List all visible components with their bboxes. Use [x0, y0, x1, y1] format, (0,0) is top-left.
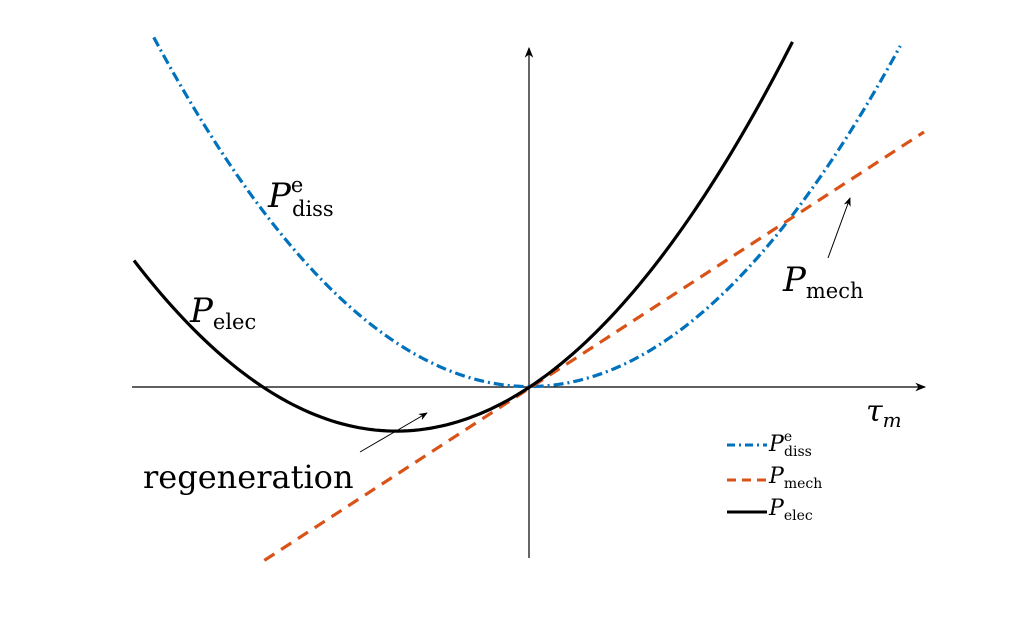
- legend-label-diss: Pe diss: [768, 429, 812, 460]
- series-line-diss: [152, 36, 902, 389]
- legend-label-elec: Pelec: [768, 496, 813, 524]
- legend-entry-mech: Pmech: [727, 464, 822, 492]
- legend-entry-elec: Pelec: [727, 496, 813, 524]
- series-line-mech: [263, 130, 925, 562]
- legend-entry-diss: Pe diss: [727, 429, 812, 460]
- series-layer: [132, 36, 925, 562]
- legend-label-mech: Pmech: [768, 464, 822, 492]
- annotation-regeneration-label: regeneration: [143, 458, 354, 496]
- annotation-diss-label: Pe diss: [267, 173, 334, 221]
- x-axis-label: τm: [866, 394, 902, 432]
- series-line-elec: [132, 41, 794, 433]
- annotation-mech-arrow: [827, 197, 851, 259]
- legend: Pe diss Pmech Pelec: [727, 429, 822, 524]
- annotation-regeneration-arrow: [359, 412, 428, 453]
- annotation-mech-label: Pmech: [782, 260, 864, 303]
- annotation-elec-label: Pelec: [189, 291, 256, 334]
